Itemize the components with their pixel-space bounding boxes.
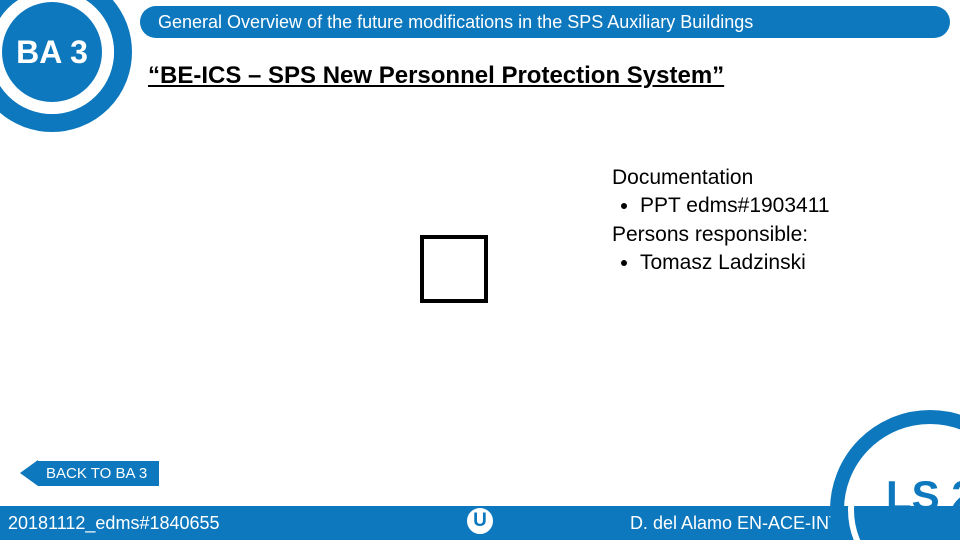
- footer-logo-icon: U: [465, 506, 495, 536]
- footer-reference: 20181112_edms#1840655: [8, 513, 220, 534]
- info-block: Documentation PPT edms#1903411 Persons r…: [612, 164, 830, 277]
- slide-subtitle: “BE-ICS – SPS New Personnel Protection S…: [148, 62, 724, 90]
- persons-list: Tomasz Ladzinski: [612, 249, 830, 277]
- persons-heading: Persons responsible:: [612, 221, 830, 249]
- arrow-left-icon: [20, 460, 38, 486]
- footer-logo-letter: U: [473, 510, 487, 532]
- badge-label: BA 3: [16, 34, 88, 71]
- ls2-label: LS 2: [886, 472, 960, 520]
- footer-author: D. del Alamo EN-ACE-INT: [630, 513, 840, 534]
- back-to-ba3-button[interactable]: BACK TO BA 3: [20, 460, 159, 486]
- header-title: General Overview of the future modificat…: [158, 12, 753, 32]
- ba3-badge: BA 3: [0, 0, 132, 132]
- documentation-list: PPT edms#1903411: [612, 192, 830, 220]
- back-button-label: BACK TO BA 3: [38, 461, 159, 486]
- badge-core: BA 3: [2, 2, 102, 102]
- person-item: Tomasz Ladzinski: [640, 249, 830, 277]
- image-placeholder: [420, 235, 488, 303]
- ls2-badge: LS 2: [830, 410, 960, 540]
- documentation-item: PPT edms#1903411: [640, 192, 830, 220]
- documentation-heading: Documentation: [612, 164, 830, 192]
- header-bar: General Overview of the future modificat…: [140, 6, 950, 38]
